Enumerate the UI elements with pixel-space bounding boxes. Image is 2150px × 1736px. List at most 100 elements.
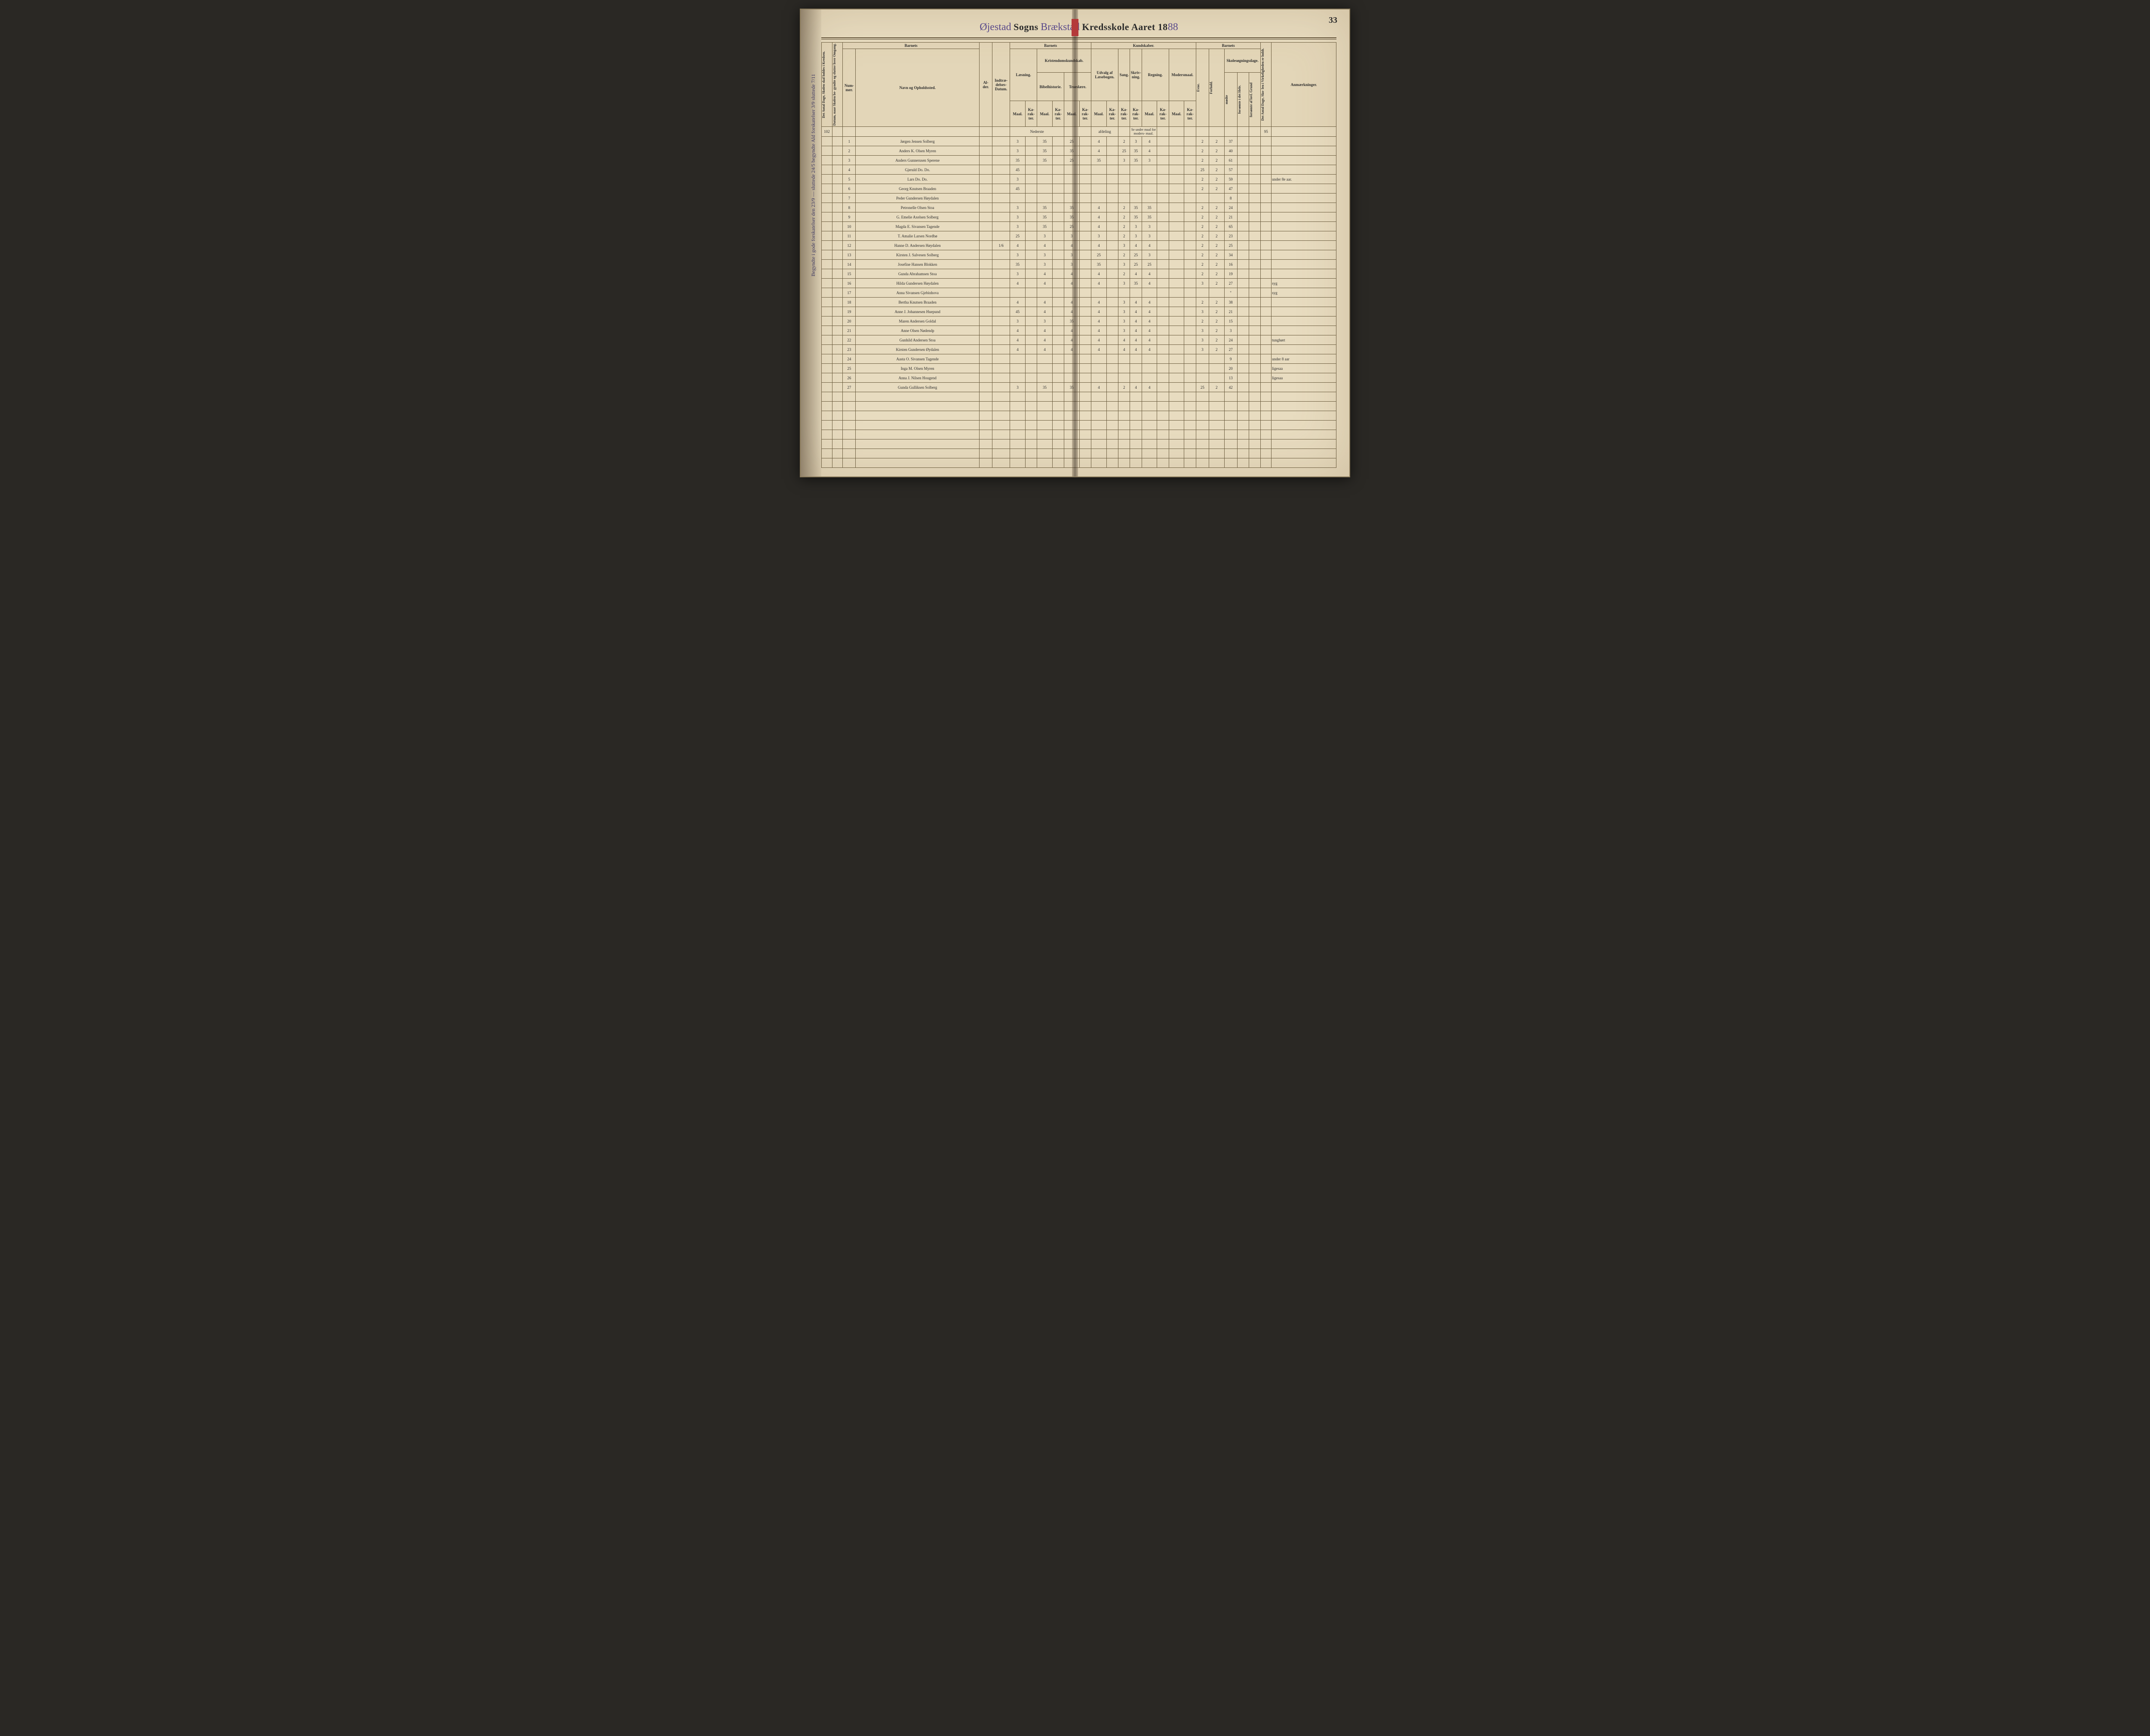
cell <box>1025 279 1037 288</box>
cell <box>1118 392 1130 402</box>
cell <box>1249 326 1261 335</box>
cell <box>1118 411 1130 421</box>
cell: 14 <box>843 260 856 269</box>
cell <box>979 250 992 260</box>
cell <box>1196 288 1209 298</box>
cell: 4 <box>1091 316 1107 326</box>
cell <box>1079 165 1091 175</box>
cell: 35 <box>1010 156 1026 165</box>
cell: 4 <box>1130 316 1142 326</box>
cell <box>1010 421 1026 430</box>
cell <box>1037 439 1053 449</box>
cell <box>1025 194 1037 203</box>
cell <box>1272 421 1336 430</box>
cell <box>1106 402 1118 411</box>
cell <box>1025 298 1037 307</box>
cell: syg <box>1272 288 1336 298</box>
cell <box>856 402 980 411</box>
cell <box>1052 383 1064 392</box>
cell <box>843 449 856 458</box>
cell <box>979 449 992 458</box>
cell <box>832 316 843 326</box>
cell <box>979 354 992 364</box>
cell <box>1209 411 1224 421</box>
cell <box>1184 335 1196 345</box>
cell <box>979 364 992 373</box>
cell <box>1209 364 1224 373</box>
cell: 4 <box>1064 335 1080 345</box>
cell <box>1237 269 1249 279</box>
cell <box>1272 269 1336 279</box>
cell: Magda E. Sivansen Tagende <box>856 222 980 231</box>
cell <box>1249 316 1261 326</box>
cell <box>832 203 843 212</box>
cell <box>1169 402 1184 411</box>
cell <box>822 279 832 288</box>
cell <box>1037 288 1053 298</box>
cell <box>1237 298 1249 307</box>
cell: 2 <box>1196 260 1209 269</box>
col-fors1: forsømte i det Hele. <box>1238 85 1241 114</box>
cell <box>1184 279 1196 288</box>
cell: 4 <box>1091 137 1107 146</box>
table-row: 19Anne J. Johannesen Huepund454443443221 <box>822 307 1336 316</box>
cell <box>1184 411 1196 421</box>
cell: 4 <box>1118 335 1130 345</box>
cell <box>1196 354 1209 364</box>
cell <box>1237 222 1249 231</box>
cell <box>822 307 832 316</box>
cell <box>1157 298 1169 307</box>
cell <box>1184 222 1196 231</box>
cell <box>1010 364 1026 373</box>
cell <box>1130 402 1142 411</box>
cell: 4 <box>1064 326 1080 335</box>
col-fors2: forsømte af lovl. Grund <box>1250 83 1253 117</box>
cell: 4 <box>1037 269 1053 279</box>
cell <box>1037 449 1053 458</box>
cell <box>1091 411 1107 421</box>
cell: 25 <box>843 364 856 373</box>
cell: 4 <box>1010 279 1026 288</box>
cell <box>1184 175 1196 184</box>
cell: 35 <box>1130 156 1142 165</box>
cell <box>1091 449 1107 458</box>
cell <box>1261 212 1272 222</box>
col-nummer: Num- mer. <box>843 49 856 127</box>
cell <box>1196 430 1209 439</box>
cell <box>1142 288 1157 298</box>
col-evne: Evne. <box>1197 83 1200 92</box>
cell: 4 <box>1037 345 1053 354</box>
cell <box>1157 307 1169 316</box>
cell: 4 <box>1142 335 1157 345</box>
head-skriv: Skriv- ning. <box>1130 49 1142 101</box>
cell: 3 <box>1196 326 1209 335</box>
cell <box>1130 288 1142 298</box>
cell <box>979 231 992 241</box>
cell: 3 <box>1118 298 1130 307</box>
cell: 40 <box>1224 146 1237 156</box>
cell: 2 <box>1118 222 1130 231</box>
cell <box>1261 326 1272 335</box>
cell <box>1010 402 1026 411</box>
cell <box>1118 165 1130 175</box>
cell <box>1037 354 1053 364</box>
cell <box>1249 373 1261 383</box>
cell <box>1249 383 1261 392</box>
cell <box>832 260 843 269</box>
table-row <box>822 411 1336 421</box>
cell <box>992 392 1010 402</box>
cell <box>1037 165 1053 175</box>
cell <box>1052 222 1064 231</box>
cell: 25 <box>1130 260 1142 269</box>
cell <box>1079 335 1091 345</box>
cell <box>856 439 980 449</box>
cell <box>1157 156 1169 165</box>
cell: Anne J. Johannesen Huepund <box>856 307 980 316</box>
table-row: 3Anders Gunnerusen Sperene35352535335322… <box>822 156 1336 165</box>
cell: 3 <box>1010 316 1026 326</box>
cell <box>1169 184 1184 194</box>
cell <box>1130 392 1142 402</box>
cell <box>992 156 1010 165</box>
cell: Peder Gundersen Høydalen <box>856 194 980 203</box>
cell <box>1052 411 1064 421</box>
